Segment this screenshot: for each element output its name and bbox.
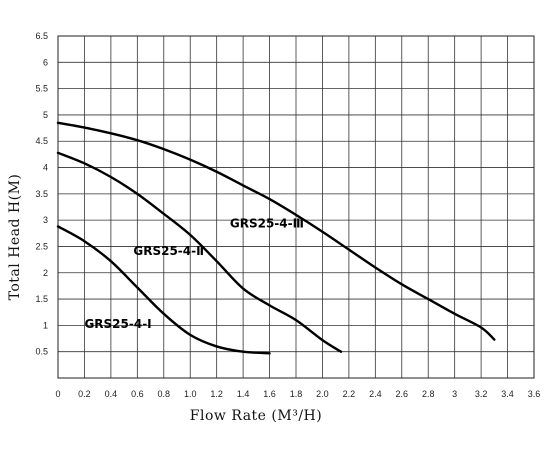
grid <box>57 35 535 378</box>
x-tick-label: 2.2 <box>343 389 356 399</box>
curve-label-2: GRS25-4-Ⅱ <box>133 244 204 258</box>
y-axis-title: Total Head H(M) <box>7 174 23 301</box>
y-tick-label: 6.5 <box>35 31 48 41</box>
x-tick-label: 0.4 <box>105 389 118 399</box>
x-tick-label: 0 <box>55 389 60 399</box>
x-tick-label: 1.2 <box>210 389 223 399</box>
x-tick-label: 2.8 <box>422 389 435 399</box>
x-tick-label: 2.4 <box>369 389 382 399</box>
y-tick-label: 0.5 <box>35 347 48 357</box>
x-tick-label: 1.6 <box>263 389 276 399</box>
curve-series-2 <box>56 151 343 353</box>
curve-label-3: GRS25-4-Ⅲ <box>230 217 304 231</box>
x-tick-label: 3 <box>452 389 457 399</box>
x-tick-label: 2.6 <box>396 389 409 399</box>
x-tick-label: 1.4 <box>237 389 250 399</box>
y-tick-labels: 0.5 1 1.5 2 2.5 3 3.5 4 4.5 5 5.5 6 6.5 <box>35 31 48 357</box>
x-tick-label: 0.6 <box>131 389 144 399</box>
y-tick-label: 1 <box>43 320 48 330</box>
curve-label-1: GRS25-4-Ⅰ <box>84 317 151 331</box>
x-tick-labels: 0 0.2 0.4 0.6 0.8 1.0 1.2 1.4 1.6 1.8 2.0 2.2 2.4 2.6… <box>55 389 540 399</box>
x-tick-label: 3.6 <box>528 389 541 399</box>
y-tick-label: 4.5 <box>35 136 48 146</box>
y-tick-label: 5.5 <box>35 84 48 94</box>
x-tick-label: 3.2 <box>475 389 488 399</box>
x-tick-label: 3.4 <box>501 389 514 399</box>
x-tick-label: 1.8 <box>290 389 303 399</box>
y-tick-label: 2.5 <box>35 241 48 251</box>
y-tick-label: 3.5 <box>35 189 48 199</box>
y-tick-label: 5 <box>43 110 48 120</box>
y-tick-label: 4 <box>43 163 48 173</box>
x-axis-title: Flow Rate (M³/H) <box>190 408 322 424</box>
y-tick-label: 2 <box>43 268 48 278</box>
x-tick-label: 0.8 <box>158 389 171 399</box>
plot-frame <box>57 35 535 379</box>
curve-series-3 <box>56 121 496 341</box>
y-tick-label: 6 <box>43 57 48 67</box>
y-tick-label: 1.5 <box>35 294 48 304</box>
curve-labels: GRS25-4-Ⅰ GRS25-4-Ⅱ GRS25-4-Ⅲ <box>84 217 304 331</box>
curve-series-1 <box>56 225 271 355</box>
x-tick-label: 2.0 <box>316 389 329 399</box>
x-tick-label: 1.0 <box>184 389 197 399</box>
y-tick-label: 3 <box>43 215 48 225</box>
x-tick-label: 0.2 <box>78 389 91 399</box>
curves <box>56 121 496 355</box>
